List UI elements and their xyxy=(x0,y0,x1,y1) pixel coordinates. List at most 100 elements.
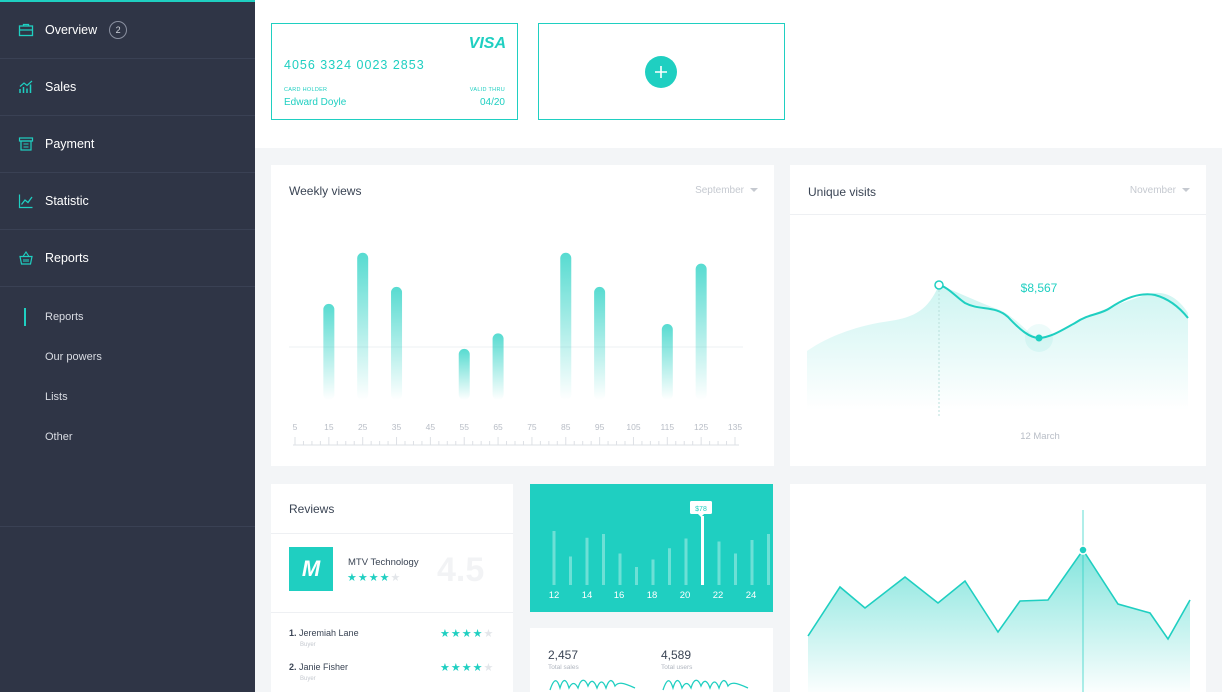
company-logo: M xyxy=(289,547,333,591)
sidebar-item-label: Sales xyxy=(45,80,77,94)
weekly-bar[interactable] xyxy=(594,286,606,400)
tooltip-arrow xyxy=(698,514,704,517)
reviewer-name: Janie Fisher xyxy=(299,662,349,672)
weekly-views-chart: 5 15 25 35 45 55 65 75 85 95 105 115 125 135 xyxy=(289,252,743,446)
sidebar-item-statistic[interactable]: Statistic xyxy=(0,173,255,230)
weekly-bar[interactable] xyxy=(695,263,707,400)
subitem-lists[interactable]: Lists xyxy=(45,391,68,403)
reviewer-role: Buyer xyxy=(300,676,316,682)
line-chart-icon xyxy=(18,194,33,209)
total-users-value: 4,589 xyxy=(661,648,692,662)
weekly-bar[interactable] xyxy=(661,324,673,400)
sales-bar[interactable] xyxy=(767,534,770,585)
value-label: $8,567 xyxy=(1021,281,1058,295)
card-holder-name: Edward Doyle xyxy=(284,97,347,108)
weekly-bar[interactable] xyxy=(357,252,369,400)
x-tick-label: 95 xyxy=(595,422,605,432)
subitem-reports[interactable]: Reports xyxy=(0,297,255,337)
stats-panel: 2,457 Total sales 4,589 Total users xyxy=(530,628,773,692)
x-tick-label: 125 xyxy=(694,422,708,432)
x-tick-label: 15 xyxy=(324,422,334,432)
marker-point[interactable] xyxy=(934,280,944,290)
x-tick-label: 45 xyxy=(426,422,436,432)
sidebar-item-payment[interactable]: Payment xyxy=(0,116,255,173)
sales-bars-panel: $78 12 14 16 18 20 22 24 xyxy=(530,484,773,612)
reviewer-name: Jeremiah Lane xyxy=(299,628,359,638)
users-sparkline xyxy=(662,679,749,691)
weekly-bar[interactable] xyxy=(323,303,335,400)
reviewer-stars: ★★★★★ xyxy=(440,628,495,640)
sales-bar[interactable] xyxy=(668,548,671,585)
reviews-panel: Reviews xyxy=(271,484,513,692)
axis-tick: 12 xyxy=(548,590,560,601)
unique-visits-chart: $8,567 12 March xyxy=(807,280,1189,442)
weekly-bar[interactable] xyxy=(492,333,504,400)
sales-bar[interactable] xyxy=(635,567,638,585)
trend-marker-point[interactable] xyxy=(1078,545,1088,555)
sidebar: Overview 2 Sales Payment Statistic Repor… xyxy=(0,0,255,692)
value-point[interactable] xyxy=(1035,334,1043,342)
x-tick-label: 55 xyxy=(459,422,469,432)
sales-bar[interactable] xyxy=(585,537,589,585)
sidebar-item-sales[interactable]: Sales xyxy=(0,59,255,116)
x-tick-label: 25 xyxy=(358,422,368,432)
reviewer-row[interactable]: 2. Janie Fisher xyxy=(289,662,348,672)
sales-bar[interactable] xyxy=(651,559,655,586)
x-tick-label: 65 xyxy=(493,422,503,432)
weekly-bar[interactable] xyxy=(560,252,572,400)
panel-title: Weekly views xyxy=(289,184,362,198)
reviewer-row[interactable]: 1. Jeremiah Lane xyxy=(289,628,359,638)
sales-bar[interactable] xyxy=(717,541,721,586)
tooltip-box xyxy=(690,501,712,514)
sidebar-item-reports[interactable]: Reports xyxy=(0,230,255,287)
rating-value: 4.5 xyxy=(437,551,485,589)
x-tick-label: 5 xyxy=(293,422,298,432)
basket-icon xyxy=(19,251,33,265)
panel-title: Unique visits xyxy=(808,185,877,199)
sales-bar[interactable] xyxy=(750,540,754,585)
month-dropdown[interactable]: November xyxy=(1130,185,1190,196)
reviewer-stars: ★★★★★ xyxy=(440,662,495,674)
panel-divider xyxy=(271,533,513,534)
valid-thru-date: 04/20 xyxy=(479,97,505,108)
reviewer-rank: 1. xyxy=(289,628,297,638)
subitem-our-powers[interactable]: Our powers xyxy=(45,351,102,363)
sales-bar[interactable] xyxy=(552,531,556,585)
date-label: 12 March xyxy=(1020,431,1060,442)
total-sales-value: 2,457 xyxy=(548,648,579,662)
total-sales-label: Total sales xyxy=(548,664,579,671)
add-card-slot xyxy=(538,23,785,120)
sales-bar[interactable] xyxy=(602,534,605,585)
sales-bar[interactable] xyxy=(701,516,704,585)
visa-card[interactable]: VISA 4056 3324 0023 2853 CARD HOLDER Edw… xyxy=(271,23,518,120)
subitem-other[interactable]: Other xyxy=(45,431,73,443)
weekly-bar[interactable] xyxy=(391,286,403,400)
sidebar-item-label: Payment xyxy=(45,137,95,151)
sales-bars-chart: $78 xyxy=(552,501,770,586)
weekly-bar[interactable] xyxy=(458,348,470,400)
sales-bar[interactable] xyxy=(684,538,688,586)
month-dropdown[interactable]: September xyxy=(695,185,758,196)
x-tick-label: 35 xyxy=(392,422,402,432)
sales-bar[interactable] xyxy=(734,553,737,586)
reviewer-role: Buyer xyxy=(300,642,316,648)
x-tick-label: 135 xyxy=(728,422,742,432)
stats-sparklines xyxy=(549,679,749,691)
axis-tick: 16 xyxy=(613,590,625,601)
trend-panel xyxy=(790,484,1206,692)
briefcase-icon xyxy=(18,23,34,37)
sales-bar[interactable] xyxy=(569,556,572,586)
card-holder-label: CARD HOLDER xyxy=(284,87,328,93)
visits-area xyxy=(807,285,1188,410)
sidebar-item-overview[interactable]: Overview 2 xyxy=(0,2,255,59)
reports-submenu: Reports Our powers Lists Other xyxy=(0,287,255,527)
sales-bar[interactable] xyxy=(618,553,622,586)
axis-tick: 14 xyxy=(581,590,593,601)
total-users-label: Total users xyxy=(661,664,693,671)
bar-chart-icon xyxy=(19,80,33,93)
x-tick-label: 85 xyxy=(561,422,571,432)
trend-area xyxy=(808,550,1190,692)
reviewer-rank: 2. xyxy=(289,662,297,672)
add-card-button[interactable] xyxy=(645,56,677,88)
axis-tick: 20 xyxy=(679,590,691,601)
